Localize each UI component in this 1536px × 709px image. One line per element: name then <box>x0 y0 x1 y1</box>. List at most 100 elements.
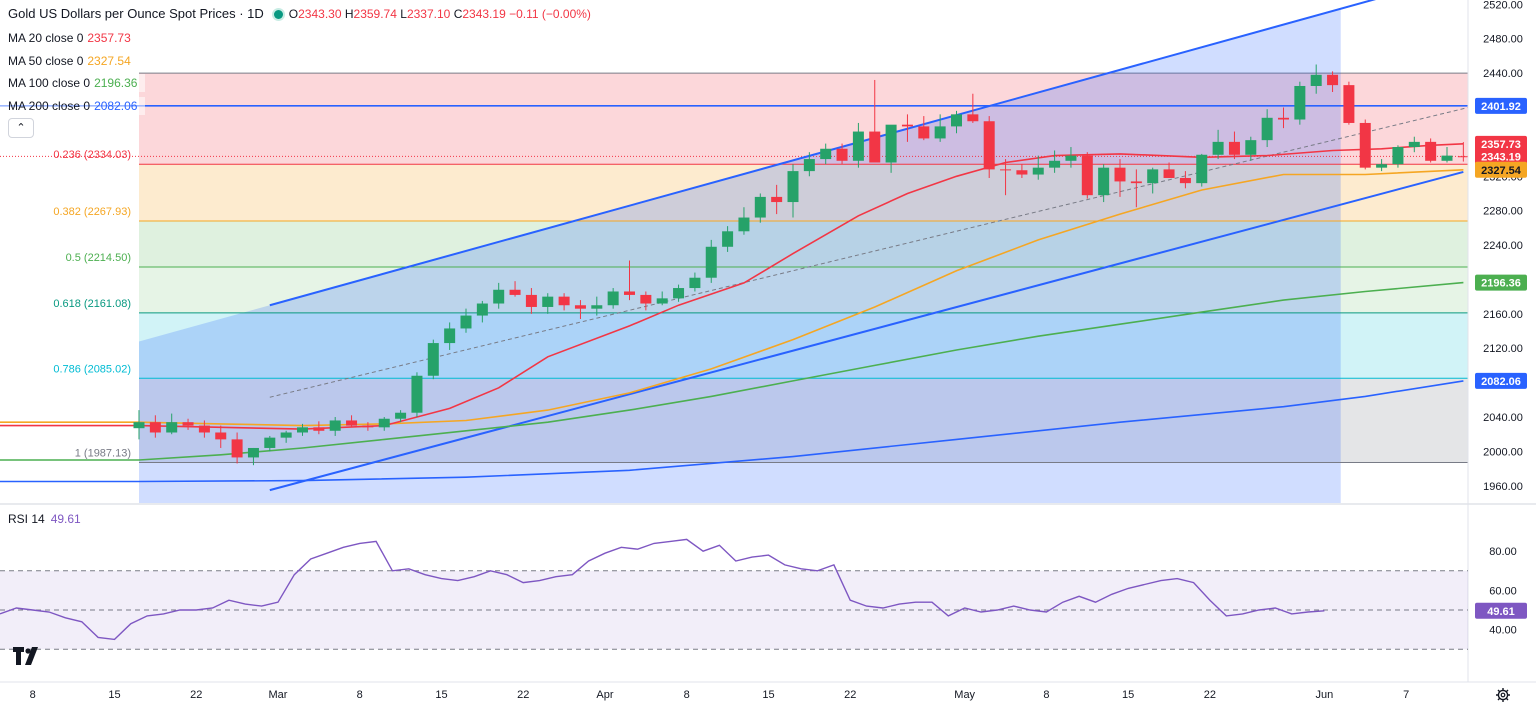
candle-body <box>460 315 472 329</box>
price-label-badge: 2082.06 <box>1475 372 1527 389</box>
ma-legend-item[interactable]: MA 200 close 0 2082.06 <box>0 96 146 115</box>
rsi-tick-label: 80.00 <box>1489 546 1517 558</box>
candle <box>346 415 358 428</box>
ma-value: 2082.06 <box>94 98 138 113</box>
price-label-text: 2357.73 <box>1481 139 1521 151</box>
candle-body <box>885 124 897 163</box>
candle-body <box>1163 169 1175 178</box>
channel-fill <box>139 8 1341 503</box>
gear-icon[interactable] <box>1496 688 1510 702</box>
candle-body <box>247 447 259 458</box>
candle-body <box>231 439 243 458</box>
candle-body <box>1359 122 1371 168</box>
price-label-bg <box>1475 372 1527 389</box>
candle-body <box>1310 74 1322 86</box>
candle-body <box>1441 155 1453 161</box>
candle <box>1228 131 1240 160</box>
candle-body <box>1000 169 1012 171</box>
ma-value: 2327.54 <box>87 53 131 68</box>
candle <box>771 184 783 215</box>
candle <box>362 422 374 431</box>
time-tick-label: Apr <box>596 689 613 701</box>
candle <box>509 281 521 297</box>
ma50-line <box>0 169 1464 427</box>
price-tick-label: 1960.00 <box>1483 481 1523 493</box>
candle-body <box>280 432 292 438</box>
candle-body <box>1294 85 1306 120</box>
candle <box>133 410 145 440</box>
time-tick-label: 15 <box>108 689 120 701</box>
candle <box>591 296 603 316</box>
candle <box>607 288 619 309</box>
chevron-up-icon[interactable]: ⌃ <box>8 118 34 138</box>
candle <box>1049 150 1061 173</box>
candle <box>166 413 178 435</box>
candle-body <box>722 231 734 247</box>
candle-body <box>1327 74 1339 86</box>
candle <box>689 272 701 292</box>
candle <box>1376 159 1388 172</box>
candle <box>215 425 227 448</box>
price-label-badge: 2357.73 <box>1475 135 1527 152</box>
fib-zone <box>139 312 1468 379</box>
channel-mid-line <box>269 107 1468 398</box>
ohlc-h: H2359.74 <box>344 7 397 21</box>
price-tick-label: 2000.00 <box>1483 446 1523 458</box>
time-tick-label: 8 <box>684 689 690 701</box>
tradingview-logo-icon[interactable] <box>13 647 41 665</box>
price-tick-label: 2440.00 <box>1483 68 1523 80</box>
candle-body <box>1425 141 1437 161</box>
ma-legend-item[interactable]: MA 50 close 0 2327.54 <box>0 51 139 70</box>
candle-body <box>1212 141 1224 155</box>
ohlc-l: L2337.10 <box>400 7 451 21</box>
candle-body <box>346 420 358 426</box>
candle <box>1359 119 1371 170</box>
ma100-line <box>0 281 1464 461</box>
candle <box>934 114 946 142</box>
candle <box>1261 109 1273 148</box>
candle-body <box>640 294 652 304</box>
price-label-text: 2343.19 <box>1481 151 1521 163</box>
candle-body <box>493 289 505 304</box>
price-label-bg <box>1475 135 1527 152</box>
candle-body <box>918 126 930 139</box>
candle-body <box>754 196 766 218</box>
candle-body <box>591 305 603 309</box>
candle-body <box>1179 177 1191 184</box>
time-tick-label: 15 <box>1122 689 1134 701</box>
candle-body <box>1147 169 1159 184</box>
fib-zone <box>139 164 1468 222</box>
candle <box>574 300 586 319</box>
candle-body <box>624 291 635 295</box>
candle-body <box>738 217 750 232</box>
candle <box>1081 152 1093 199</box>
candle <box>951 110 962 134</box>
candle <box>967 93 979 123</box>
candle <box>1000 159 1012 196</box>
price-label-text: 2196.36 <box>1481 278 1521 290</box>
candle-body <box>1114 167 1126 182</box>
candle <box>198 420 210 438</box>
candle <box>1196 153 1208 187</box>
candle <box>476 300 488 323</box>
candle <box>378 417 390 431</box>
change-value: −0.11 (−0.00%) <box>509 7 591 21</box>
candle-body <box>525 294 537 307</box>
candle <box>1130 169 1142 208</box>
candle <box>738 207 750 235</box>
price-tick-label: 2520.00 <box>1483 0 1523 11</box>
ohlc-o: O2343.30 <box>288 7 342 21</box>
candle <box>558 293 570 311</box>
candle-body <box>198 425 210 433</box>
ma-label: MA 20 close 0 <box>8 31 84 45</box>
candle-body <box>1408 141 1420 148</box>
candle-body <box>329 420 341 431</box>
symbol-title[interactable]: Gold US Dollars per Ounce Spot Prices · … <box>8 6 264 21</box>
candle-body <box>215 432 227 440</box>
candle-body <box>607 291 619 306</box>
time-tick-label: 7 <box>1403 689 1409 701</box>
ma-legend-item[interactable]: MA 20 close 0 2357.73 <box>0 29 139 47</box>
ma-legend-item[interactable]: MA 100 close 0 2196.36 <box>0 74 146 92</box>
candle <box>444 322 456 350</box>
